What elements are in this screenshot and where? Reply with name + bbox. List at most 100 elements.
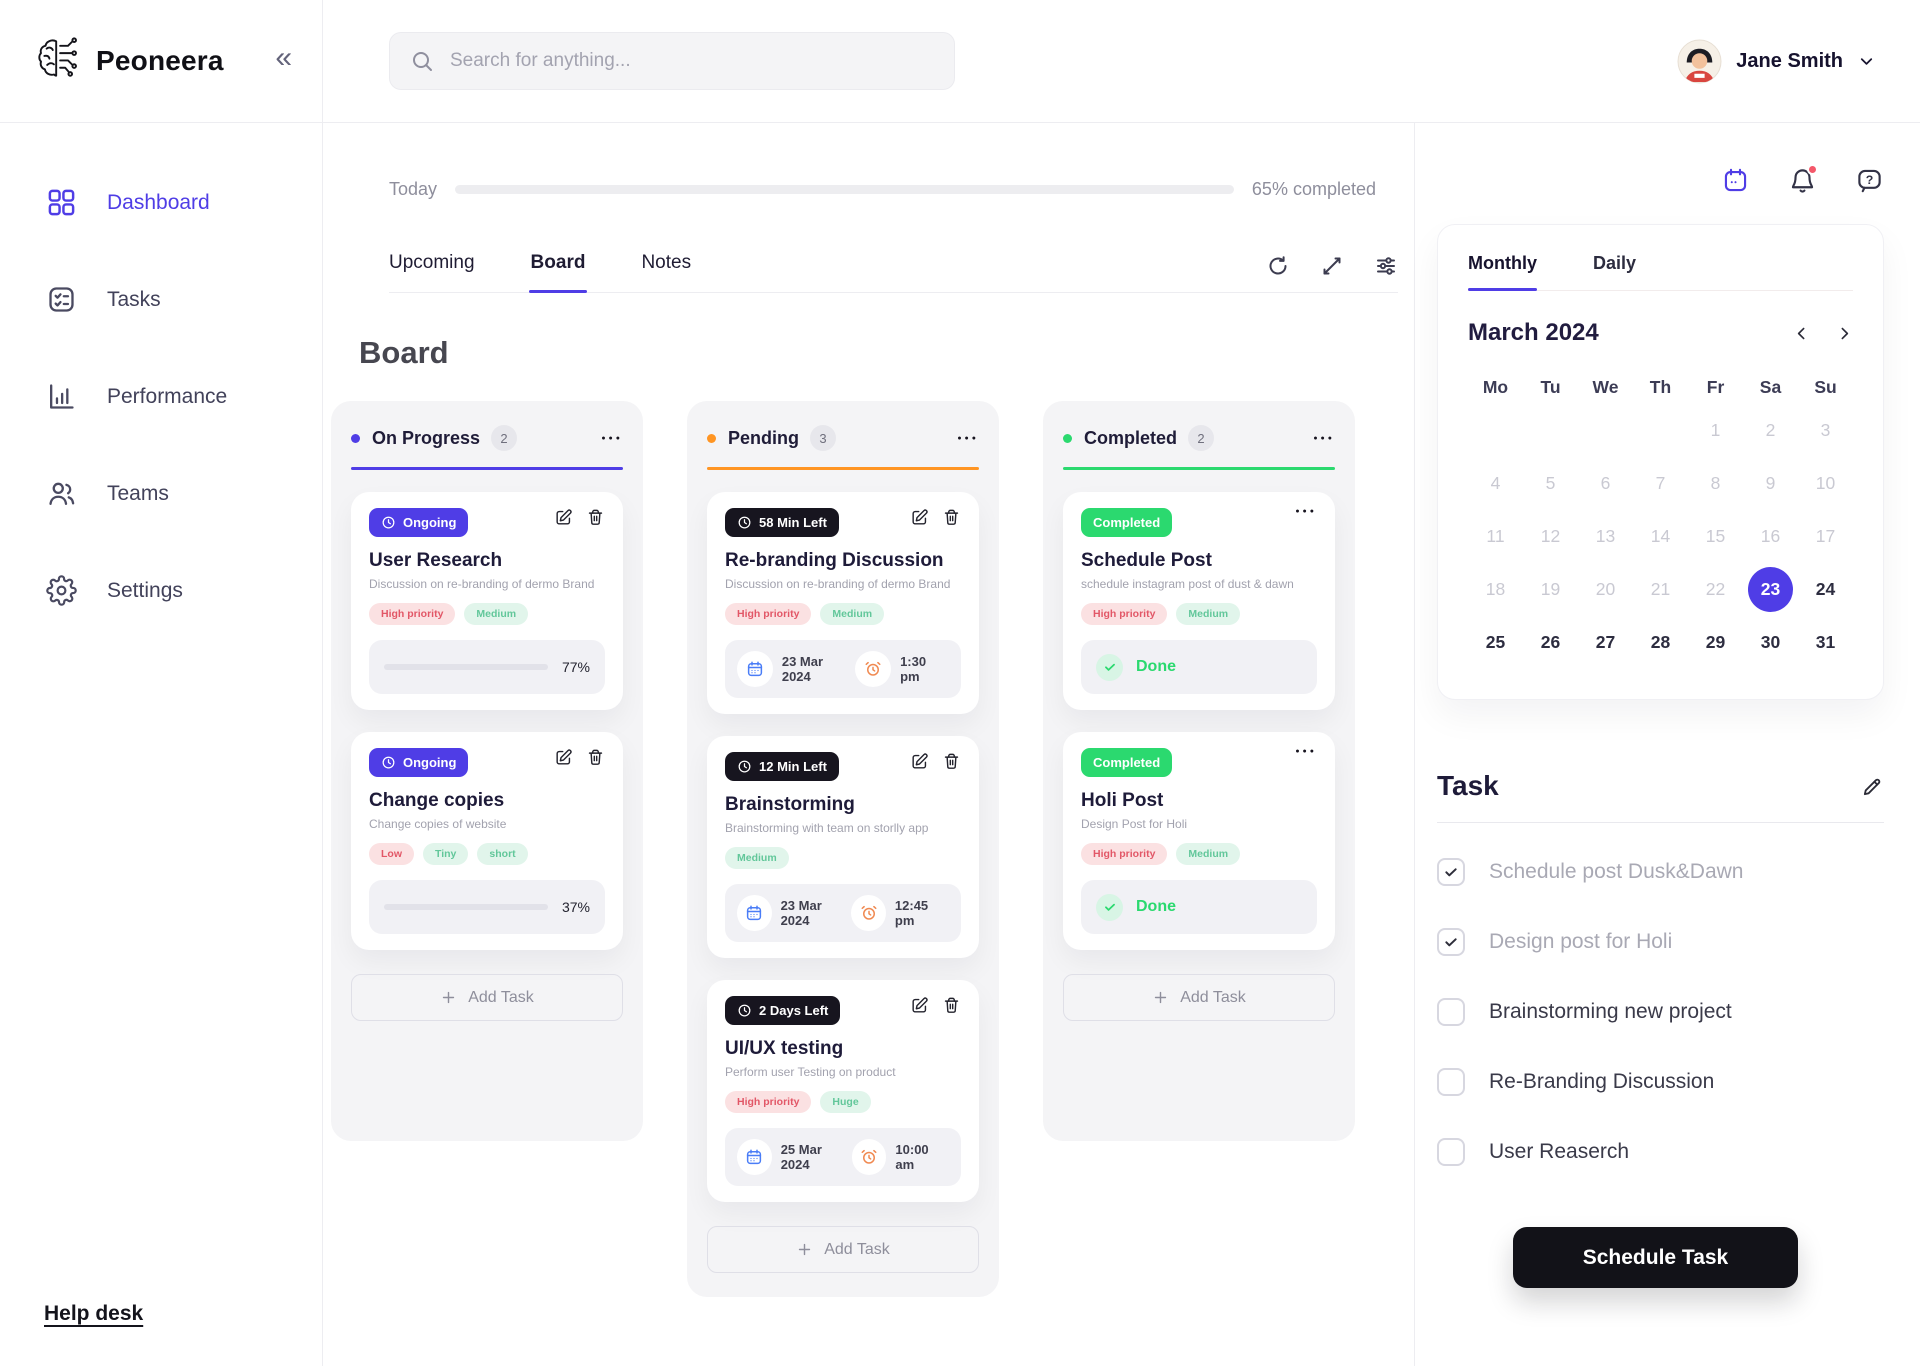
expand-icon[interactable] [1320, 254, 1344, 278]
calendar-tab-daily[interactable]: Daily [1593, 253, 1637, 273]
progress-status: 65% completed [1251, 179, 1376, 199]
help-desk-link[interactable]: Help desk [44, 1302, 144, 1325]
column-accent-rule [707, 467, 979, 470]
card-edit-icon[interactable] [554, 748, 573, 767]
card-edit-icon[interactable] [554, 508, 573, 527]
add-task-button[interactable]: Add Task [351, 974, 623, 1021]
sidebar-item-performance[interactable]: Performance [46, 381, 322, 412]
tab-upcoming[interactable]: Upcoming [389, 252, 475, 273]
card-delete-icon[interactable] [942, 752, 961, 771]
calendar-day[interactable]: 31 [1815, 632, 1836, 652]
calendar-day[interactable]: 4 [1490, 473, 1501, 493]
calendar-day[interactable]: 27 [1595, 632, 1616, 652]
collapse-sidebar-button[interactable]: « [275, 41, 292, 74]
calendar-day[interactable]: 21 [1650, 579, 1671, 599]
calendar-day[interactable]: 16 [1760, 526, 1781, 546]
card-header: Completed ●●● [1081, 748, 1317, 777]
card-edit-icon[interactable] [910, 996, 929, 1015]
calendar-day[interactable]: 8 [1710, 473, 1721, 493]
tab-board[interactable]: Board [528, 252, 588, 293]
card-delete-icon[interactable] [586, 748, 605, 767]
edit-tasks-pencil-icon[interactable] [1861, 775, 1884, 798]
card-edit-icon[interactable] [910, 752, 929, 771]
card-menu-button[interactable]: ●●● [1295, 508, 1317, 515]
svg-text:?: ? [1866, 173, 1874, 187]
chevron-right-icon[interactable] [1836, 325, 1853, 342]
notifications-bell-icon[interactable] [1789, 164, 1818, 194]
calendar-day[interactable]: 19 [1540, 579, 1561, 599]
calendar-day[interactable]: 29 [1705, 632, 1726, 652]
calendar-day[interactable]: 15 [1705, 526, 1726, 546]
search-input[interactable] [450, 50, 934, 72]
calendar-day[interactable]: 22 [1705, 579, 1726, 599]
card-title: Schedule Post [1081, 550, 1212, 571]
calendar-view-tabs: Monthly Daily [1468, 253, 1853, 291]
sidebar-item-tasks[interactable]: Tasks [46, 284, 322, 315]
card-schedule-footer: 23 Mar 2024 12:45 pm [725, 884, 961, 942]
task-checkbox[interactable] [1437, 998, 1465, 1026]
task-item-label: Schedule post Dusk&Dawn [1489, 860, 1744, 883]
sidebar-item-dashboard[interactable]: Dashboard [46, 187, 322, 218]
column-menu-button[interactable]: ●●● [601, 434, 623, 442]
card-delete-icon[interactable] [586, 508, 605, 527]
calendar-day[interactable]: 10 [1815, 473, 1836, 493]
column-menu-button[interactable]: ●●● [957, 434, 979, 442]
tab-notes[interactable]: Notes [641, 252, 692, 273]
calendar-day[interactable]: 20 [1595, 579, 1616, 599]
card-header: Completed ●●● [1081, 508, 1317, 537]
task-checkbox[interactable] [1437, 928, 1465, 956]
tag-high-priority: High priority [725, 603, 812, 625]
calendar-day[interactable]: 9 [1765, 473, 1776, 493]
sidebar-item-settings[interactable]: Settings [46, 575, 322, 606]
card-delete-icon[interactable] [942, 996, 961, 1015]
calendar-day[interactable]: 23 [1743, 563, 1798, 616]
card-date-text: 23 Mar 2024 [780, 898, 822, 928]
task-checkbox[interactable] [1437, 1138, 1465, 1166]
calendar-day[interactable]: 18 [1485, 579, 1506, 599]
daily-progress: Today 65% completed [389, 179, 1376, 200]
card-status-label: 2 Days Left [759, 1003, 829, 1018]
calendar-day[interactable]: 24 [1815, 579, 1836, 599]
column-status-dot [707, 433, 716, 443]
calendar-day[interactable]: 1 [1710, 420, 1721, 440]
calendar-day[interactable]: 2 [1765, 420, 1776, 440]
chevron-left-icon[interactable] [1793, 325, 1810, 342]
calendar-day[interactable]: 26 [1540, 632, 1561, 652]
calendar-day[interactable]: 11 [1486, 526, 1505, 546]
calendar-day[interactable]: 13 [1595, 526, 1616, 546]
refresh-icon[interactable] [1266, 254, 1290, 278]
progress-bar [455, 185, 1234, 194]
sidebar-item-teams[interactable]: Teams [46, 478, 322, 509]
calendar-day[interactable]: 25 [1485, 632, 1506, 652]
task-checkbox[interactable] [1437, 1068, 1465, 1096]
calendar-day[interactable]: 30 [1760, 632, 1781, 652]
column-count-badge: 2 [491, 425, 518, 451]
calendar-day[interactable]: 12 [1540, 526, 1561, 546]
calendar-day[interactable]: 7 [1655, 473, 1666, 493]
calendar-icon[interactable] [1722, 167, 1749, 194]
column-header: On Progress 2 ●●● [351, 425, 623, 451]
card-menu-button[interactable]: ●●● [1295, 748, 1317, 755]
help-icon[interactable]: ? [1856, 167, 1883, 194]
schedule-task-button[interactable]: Schedule Task [1513, 1227, 1798, 1288]
tag-medium: Medium [1176, 843, 1241, 865]
calendar-day[interactable]: 28 [1650, 632, 1671, 652]
calendar-tab-monthly[interactable]: Monthly [1468, 253, 1537, 291]
search-bar[interactable] [389, 32, 955, 90]
user-name: Jane Smith [1736, 49, 1843, 72]
calendar-day[interactable]: 3 [1820, 420, 1831, 440]
card-delete-icon[interactable] [942, 508, 961, 527]
card-edit-icon[interactable] [910, 508, 929, 527]
column-menu-button[interactable]: ●●● [1313, 434, 1335, 442]
calendar-day[interactable]: 17 [1815, 526, 1836, 546]
calendar-day[interactable]: 14 [1650, 526, 1671, 546]
task-card: 2 Days Left UI/UX testing Perform user Tes… [707, 980, 979, 1202]
add-task-button[interactable]: Add Task [1063, 974, 1335, 1021]
task-checkbox[interactable] [1437, 858, 1465, 886]
add-task-button[interactable]: Add Task [707, 1226, 979, 1273]
calendar-day[interactable]: 6 [1600, 473, 1611, 493]
user-menu[interactable]: Jane Smith [1677, 39, 1876, 84]
filter-sliders-icon[interactable] [1374, 254, 1398, 278]
calendar-day [1633, 404, 1688, 457]
calendar-day[interactable]: 5 [1545, 473, 1556, 493]
